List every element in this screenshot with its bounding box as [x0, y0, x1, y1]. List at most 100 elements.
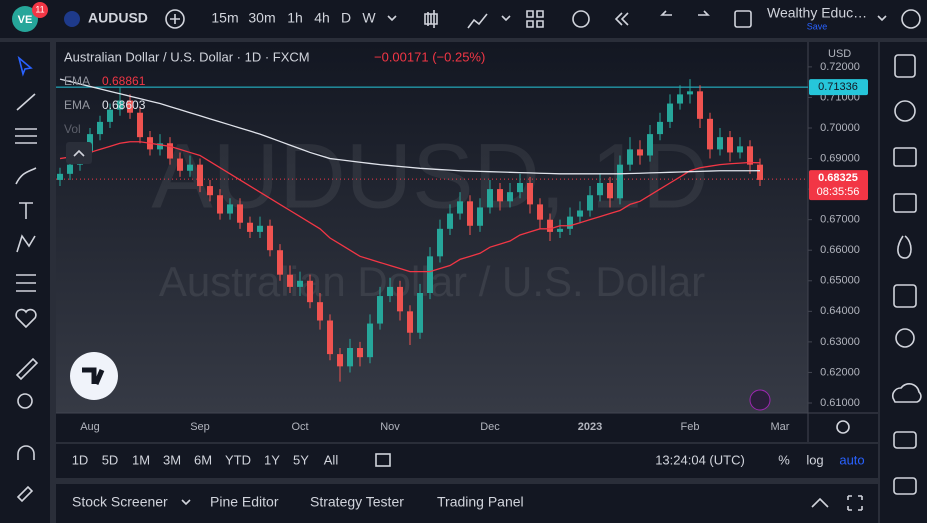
percent-toggle[interactable]: %	[778, 452, 790, 467]
range-button[interactable]: YTD	[225, 452, 251, 467]
events-button[interactable]	[749, 389, 771, 411]
y-tick-label: 0.65000	[820, 275, 860, 287]
candle-body	[127, 100, 133, 113]
templates-button[interactable]	[526, 10, 544, 28]
candle-body	[467, 201, 473, 226]
alerts-button[interactable]	[894, 100, 916, 122]
data-window-button[interactable]	[893, 284, 917, 308]
range-button[interactable]: 1M	[132, 452, 150, 467]
hotlists-button[interactable]	[897, 235, 912, 259]
chats-button[interactable]	[893, 431, 917, 449]
news-button[interactable]	[893, 147, 917, 167]
magnet-tool[interactable]	[17, 445, 35, 460]
panel-tab[interactable]: Strategy Tester	[310, 494, 404, 510]
candle-body	[517, 182, 523, 193]
search-button[interactable]	[901, 9, 921, 29]
save-status[interactable]: Save	[807, 21, 828, 31]
candle-body	[57, 173, 63, 180]
candle-body	[177, 158, 183, 171]
series-layer	[56, 78, 808, 382]
range-button[interactable]: 5Y	[293, 452, 309, 467]
legend-collapse[interactable]	[66, 142, 92, 164]
watchlist-button[interactable]	[894, 54, 916, 78]
range-button[interactable]: 3M	[163, 452, 181, 467]
badge-count: 11	[35, 4, 44, 14]
range-button[interactable]: All	[324, 452, 339, 467]
range-button[interactable]: 5D	[102, 452, 119, 467]
candle-body	[157, 143, 163, 150]
text-tool[interactable]	[19, 202, 33, 219]
collapse-panel[interactable]	[811, 497, 829, 508]
add-symbol-button[interactable]	[165, 9, 185, 29]
indicators-button[interactable]	[467, 13, 488, 29]
interval-button[interactable]: 30m	[248, 10, 275, 26]
icons-tool[interactable]	[15, 308, 37, 329]
log-toggle[interactable]: log	[806, 452, 823, 467]
candle-body	[297, 280, 303, 287]
candle-body	[697, 91, 703, 119]
ema-line	[59, 141, 761, 273]
candle-body	[187, 164, 193, 171]
prediction-tool[interactable]	[16, 274, 36, 292]
x-tick-label: Mar	[771, 421, 790, 433]
range-button[interactable]: 1Y	[264, 452, 280, 467]
ideas-button[interactable]	[895, 328, 915, 348]
panel-tab[interactable]: Pine Editor	[210, 494, 279, 510]
replay-button[interactable]	[614, 12, 629, 26]
interval-button[interactable]: D	[341, 10, 351, 26]
zoom-tool[interactable]	[17, 393, 33, 409]
interval-button[interactable]: 4h	[314, 10, 330, 26]
cursor-tool[interactable]	[17, 55, 33, 77]
messages-button[interactable]	[893, 477, 917, 495]
lock-tool[interactable]	[16, 485, 34, 503]
symbol-name[interactable]: AUDUSD	[88, 10, 148, 26]
candle-body	[327, 320, 333, 355]
layout-name[interactable]: Wealthy Educ…	[767, 5, 867, 21]
candle-body	[357, 348, 363, 358]
range-button[interactable]: 6M	[194, 452, 212, 467]
candle-body	[427, 256, 433, 294]
candle-body	[667, 103, 673, 122]
maximize-panel[interactable]	[847, 495, 863, 511]
brush-tool[interactable]	[15, 167, 37, 185]
interval-menu[interactable]	[387, 15, 397, 22]
notification-badge	[32, 2, 48, 18]
indicators-menu[interactable]	[501, 15, 511, 22]
calendar-button[interactable]	[893, 193, 917, 213]
panel-tab[interactable]: Stock Screener	[72, 494, 168, 510]
interval-button[interactable]: 1h	[287, 10, 303, 26]
undo-button[interactable]	[660, 10, 672, 16]
candle-body	[577, 210, 583, 217]
chart-title: Australian Dollar / U.S. Dollar · 1D · F…	[64, 49, 310, 64]
date-range-button[interactable]	[375, 453, 391, 467]
screener-menu[interactable]	[181, 499, 191, 506]
pattern-tool[interactable]	[16, 234, 36, 253]
alert-button[interactable]	[572, 10, 590, 28]
candle-body	[67, 164, 73, 174]
y-tick-label: 0.69000	[820, 152, 860, 164]
range-button[interactable]: 1D	[72, 452, 89, 467]
candle-body	[677, 94, 683, 104]
candle-body	[227, 204, 233, 214]
interval-button[interactable]: W	[362, 10, 376, 26]
panel-tab[interactable]: Trading Panel	[437, 494, 524, 510]
ema-value: 0.68861	[102, 74, 146, 88]
measure-tool[interactable]	[15, 357, 39, 381]
user-avatar[interactable]	[12, 6, 38, 32]
settings-button[interactable]	[836, 420, 850, 434]
interval-button[interactable]: 15m	[211, 10, 238, 26]
layout-button[interactable]	[734, 10, 752, 28]
fib-tool[interactable]	[15, 128, 37, 144]
candle-body	[547, 219, 553, 232]
clock[interactable]: 13:24:04 (UTC)	[655, 452, 745, 467]
layout-menu[interactable]	[877, 15, 887, 22]
x-tick-label: 2023	[578, 421, 602, 433]
candle-body	[557, 228, 563, 232]
auto-toggle[interactable]: auto	[839, 452, 864, 467]
streams-button[interactable]	[891, 383, 922, 403]
currency-label[interactable]: USD	[828, 48, 851, 60]
candle-body	[337, 354, 343, 367]
chart-type-button[interactable]	[424, 10, 438, 28]
trendline-tool[interactable]	[16, 93, 36, 111]
